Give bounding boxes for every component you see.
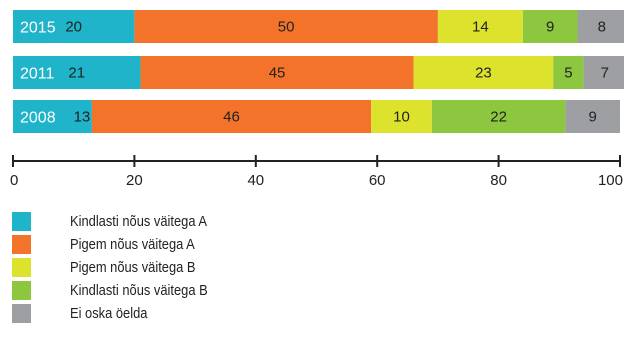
bar-segment-2008-kindlasti-n-us-v-itega-b [431, 100, 566, 133]
data-label: 21 [68, 65, 85, 82]
bar-segment-2011-pigem-n-us-v-itega-a [140, 56, 414, 89]
category-label: 2011 [20, 66, 55, 83]
bar-segment-2015-ei-oska-elda [577, 10, 624, 43]
x-tick-label: 100 [598, 172, 623, 189]
bar-segment-2008-pigem-n-us-v-itega-a [91, 100, 372, 133]
bar-segment-2008-kindlasti-n-us-v-itega-a [13, 100, 92, 133]
bar-segment-2015-kindlasti-n-us-v-itega-a [13, 10, 135, 43]
data-label: 10 [393, 109, 410, 126]
legend-item-kindlasti-n-us-v-itega-b: Kindlasti nõus väitega B [12, 279, 312, 301]
legend-label: Pigem nõus väitega A [70, 235, 195, 253]
data-label: 46 [223, 109, 240, 126]
data-label: 22 [490, 109, 507, 126]
data-label: 23 [475, 65, 492, 82]
bar-segment-2008-ei-oska-elda [565, 100, 620, 133]
legend-label: Ei oska öelda [70, 304, 148, 322]
legend-label: Pigem nõus väitega B [70, 258, 196, 276]
legend-swatch [12, 303, 31, 323]
legend-item-kindlasti-n-us-v-itega-a: Kindlasti nõus väitega A [12, 210, 312, 232]
legend: Kindlasti nõus väitega A Pigem nõus väite… [12, 210, 312, 325]
data-label: 20 [65, 19, 82, 36]
bar-segment-2011-kindlasti-n-us-v-itega-b [553, 56, 584, 89]
bar-segment-2011-ei-oska-elda [583, 56, 624, 89]
bar-segment-2011-pigem-n-us-v-itega-b [413, 56, 554, 89]
bar-segment-2011-kindlasti-n-us-v-itega-a [13, 56, 141, 89]
data-label: 5 [564, 65, 572, 82]
legend-swatch [12, 234, 31, 254]
bar-segment-2015-kindlasti-n-us-v-itega-b [522, 10, 578, 43]
x-tick-label: 0 [10, 172, 18, 189]
bar-segment-2015-pigem-n-us-v-itega-a [134, 10, 438, 43]
legend-swatch [12, 257, 31, 277]
legend-swatch [12, 211, 31, 231]
bar-row-2008: 13 46 10 22 9 2008 [13, 100, 620, 133]
category-label: 2015 [20, 20, 56, 37]
data-label: 9 [589, 109, 597, 126]
legend-item-pigem-n-us-v-itega-a: Pigem nõus väitega A [12, 233, 312, 255]
data-label: 7 [601, 65, 609, 82]
bar-row-2015: 20 50 14 9 8 2015 [13, 10, 624, 43]
x-tick-label: 60 [369, 172, 386, 189]
legend-label: Kindlasti nõus väitega B [70, 281, 208, 299]
x-tick-label: 20 [126, 172, 143, 189]
data-label: 9 [546, 19, 554, 36]
category-label: 2008 [20, 110, 56, 127]
data-label: 14 [472, 19, 489, 36]
bar-segment-2008-pigem-n-us-v-itega-b [371, 100, 432, 133]
data-label: 8 [598, 19, 606, 36]
x-tick-label: 80 [490, 172, 507, 189]
data-label: 45 [269, 65, 286, 82]
bar-segment-2015-pigem-n-us-v-itega-b [437, 10, 523, 43]
x-tick-label: 40 [247, 172, 264, 189]
data-label: 50 [278, 19, 295, 36]
legend-swatch [12, 280, 31, 300]
bar-row-2011: 21 45 23 5 7 2011 [13, 56, 624, 89]
data-label: 13 [74, 109, 91, 126]
legend-item-ei-oska-elda: Ei oska öelda [12, 302, 312, 324]
legend-item-pigem-n-us-v-itega-b: Pigem nõus väitega B [12, 256, 312, 278]
legend-label: Kindlasti nõus väitega A [70, 212, 207, 230]
